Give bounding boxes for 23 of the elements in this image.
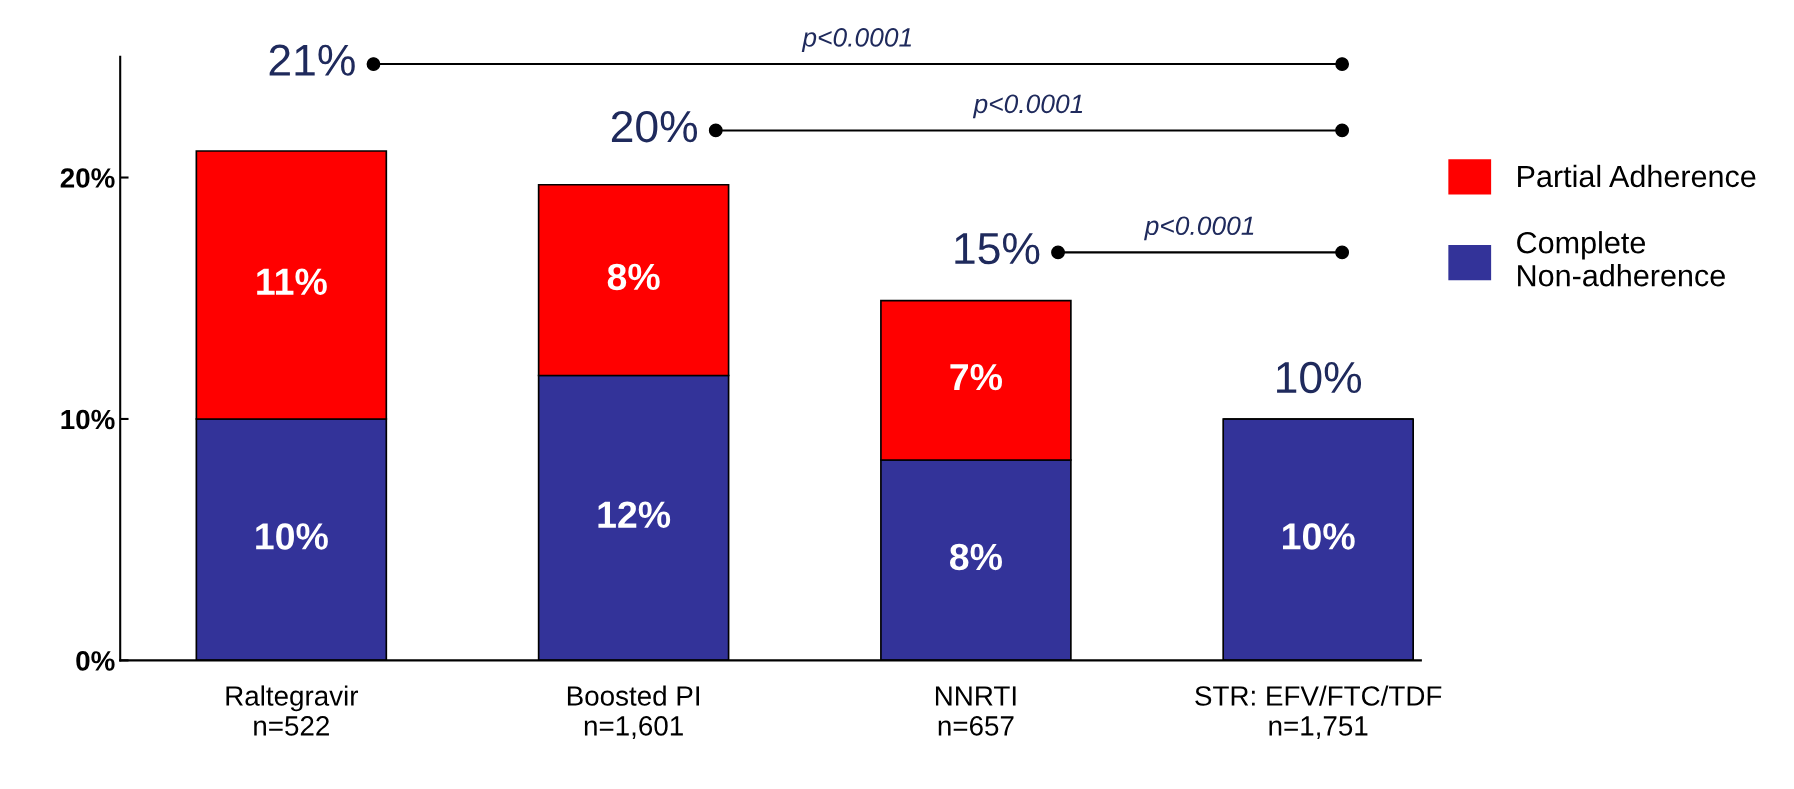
total-label: 20% xyxy=(611,110,698,143)
total-label: 15% xyxy=(955,233,1040,265)
data-label: 12% xyxy=(598,501,671,528)
total-label: 21% xyxy=(269,44,355,76)
data-label: 10% xyxy=(1283,523,1355,550)
x-tick-label: Boosted PI n=1,601 xyxy=(567,685,699,739)
y-tick-label: 0% xyxy=(76,651,115,671)
data-label: 8% xyxy=(607,263,660,291)
data-label: 11% xyxy=(257,268,327,295)
x-tick-label: Raltegravir n=522 xyxy=(226,685,359,736)
data-label: 10% xyxy=(256,523,328,550)
data-label: 8% xyxy=(949,543,1002,571)
y-tick-label: 10% xyxy=(61,409,115,430)
legend-label: Partial Adherence xyxy=(1518,164,1756,188)
x-tick-label: STR: EFV/FTC/TDF n=1,751 xyxy=(1195,685,1442,739)
x-tick-label: NNRTI n=657 xyxy=(935,686,1016,736)
text: p<0.0001 xyxy=(801,28,911,52)
total-label: 10% xyxy=(1277,361,1362,394)
legend-label: Complete Non-adherence xyxy=(1517,231,1725,287)
y-tick-label: 20% xyxy=(60,168,115,188)
data-label: 7% xyxy=(950,363,1002,391)
annotation: p<0.0001 xyxy=(1144,216,1254,241)
annotation: p<0.0001 xyxy=(972,94,1083,119)
